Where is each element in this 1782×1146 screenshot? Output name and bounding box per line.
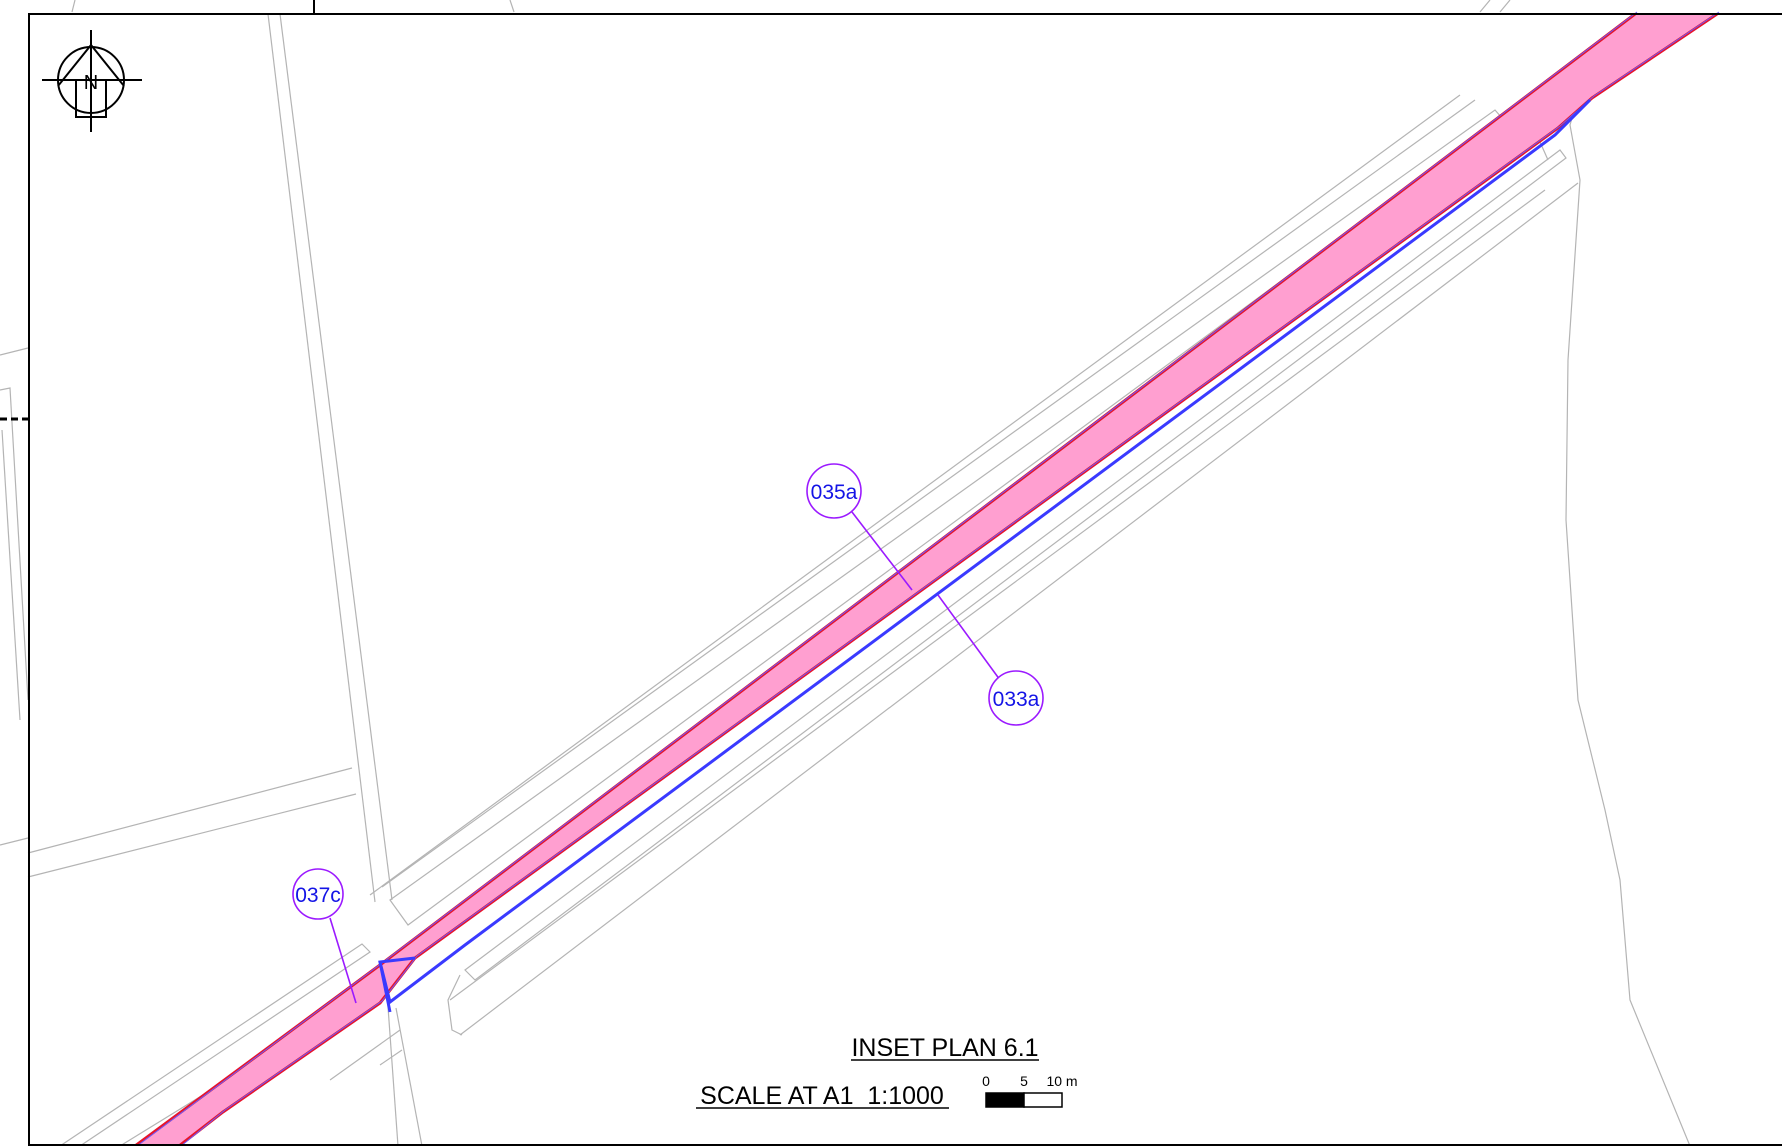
field-boundaries: [27, 13, 1691, 1146]
plan-title: INSET PLAN 6.1: [851, 1034, 1038, 1062]
parcel-boundary-line: [378, 98, 1592, 1005]
label-circle: [292, 868, 344, 920]
parcel-divider-line: [378, 961, 392, 1013]
north-arrow-icon: N: [42, 30, 142, 132]
parcel-id: 035a: [811, 481, 858, 504]
map-frame: [28, 13, 1782, 1146]
corridor-lower-edge-blue: [180, 11, 1720, 1146]
outside-features: [0, 0, 1511, 846]
scale-tick-label: 0: [982, 1073, 990, 1089]
corridor-band: [135, 14, 1717, 1146]
parcel-label-035a: 035a: [806, 463, 913, 591]
label-circle: [806, 463, 862, 519]
scale-bar-segment-filled: [985, 1092, 1025, 1108]
parcel-label-033a: 033a: [937, 594, 1044, 726]
leader-line: [937, 594, 1001, 681]
corridor-lower-edge: [178, 12, 1718, 1146]
scale-bar-segment-empty: [1023, 1092, 1063, 1108]
parcel-label-037c: 037c: [292, 868, 357, 1004]
label-circle: [988, 670, 1044, 726]
scale-tick-label: 10 m: [1046, 1073, 1077, 1089]
parcel-id: 037c: [295, 884, 341, 907]
scale-bar: 0 5 10 m: [982, 1073, 1078, 1108]
north-label: N: [84, 72, 98, 94]
scale-tick-label: 5: [1020, 1073, 1028, 1089]
parcel-id: 033a: [993, 688, 1040, 711]
leader-line: [851, 511, 913, 591]
order-limits-corridor: [134, 11, 1720, 1146]
scale-text: SCALE AT A1 1:1000: [700, 1082, 944, 1110]
leader-line: [329, 917, 357, 1004]
